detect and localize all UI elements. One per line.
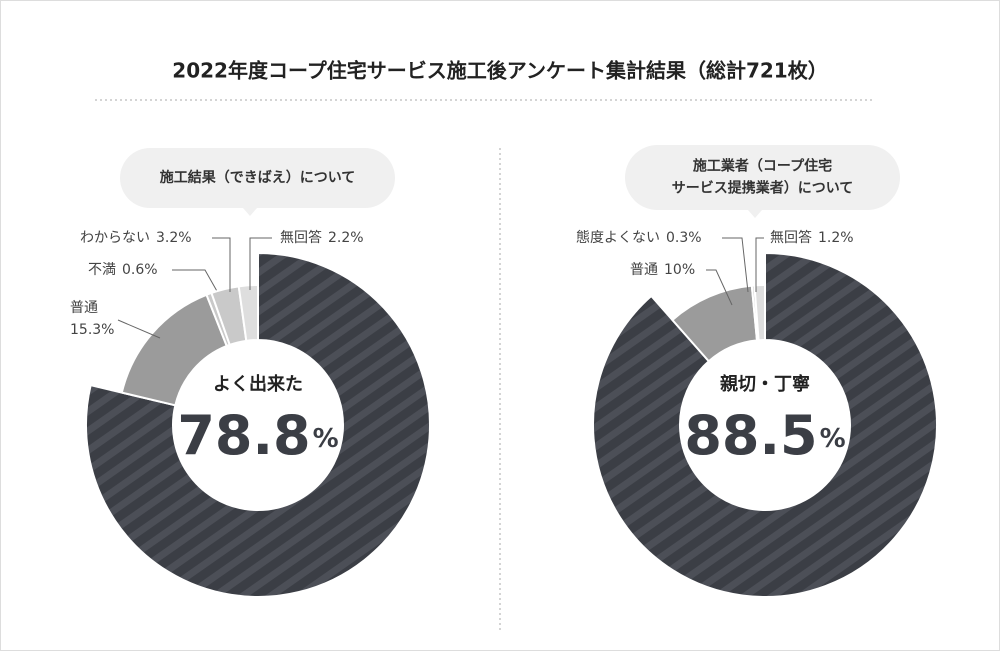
leader-line — [117, 319, 161, 339]
slice-label: 無回答 — [770, 229, 812, 246]
center-label: よく出来た — [213, 373, 303, 395]
slice-label: 普通 — [70, 300, 98, 316]
slice-value-label: 10% — [664, 262, 695, 278]
slice-value-label: 3.2% — [156, 230, 192, 246]
center-label: 親切・丁寧 — [720, 373, 810, 395]
slice-value-label: 1.2% — [818, 230, 854, 246]
slice-label: 態度よくない — [576, 230, 660, 246]
slice-label: 不満 — [88, 262, 116, 278]
donut-hole — [173, 340, 343, 510]
callout-bubble — [120, 148, 395, 216]
center-value-number: 78.8 — [177, 404, 310, 467]
chart-title: 施工業者（コープ住宅 — [693, 158, 832, 175]
center-value-unit: % — [313, 424, 339, 454]
slice-value-label: 0.6% — [122, 262, 158, 278]
center-value-unit: % — [820, 424, 846, 454]
chart-title: サービス提携業者）について — [672, 180, 854, 197]
main-title: 2022年度コープ住宅サービス施工後アンケート集計結果（総計721枚） — [172, 59, 827, 83]
donut-slice — [592, 251, 938, 598]
center-value-number: 88.5 — [684, 404, 817, 467]
leader-line — [722, 237, 749, 293]
leader-line — [212, 237, 231, 292]
slice-value-label: 2.2% — [328, 230, 364, 246]
slice-label: わからない — [80, 230, 150, 246]
slice-value-label: 15.3% — [70, 322, 114, 338]
chart-title: 施工結果（できばえ）について — [160, 169, 356, 186]
callout-bubble — [625, 145, 900, 218]
slice-label: 普通 — [630, 262, 658, 278]
center-value: 78.8% — [177, 404, 338, 467]
leader-line — [249, 237, 272, 290]
donut-hole — [680, 340, 850, 510]
slice-label: 無回答 — [280, 229, 322, 246]
leader-line — [172, 269, 223, 301]
center-value: 88.5% — [684, 404, 845, 467]
slice-value-label: 0.3% — [666, 230, 702, 246]
leader-line — [755, 237, 764, 292]
leader-line — [706, 269, 733, 306]
